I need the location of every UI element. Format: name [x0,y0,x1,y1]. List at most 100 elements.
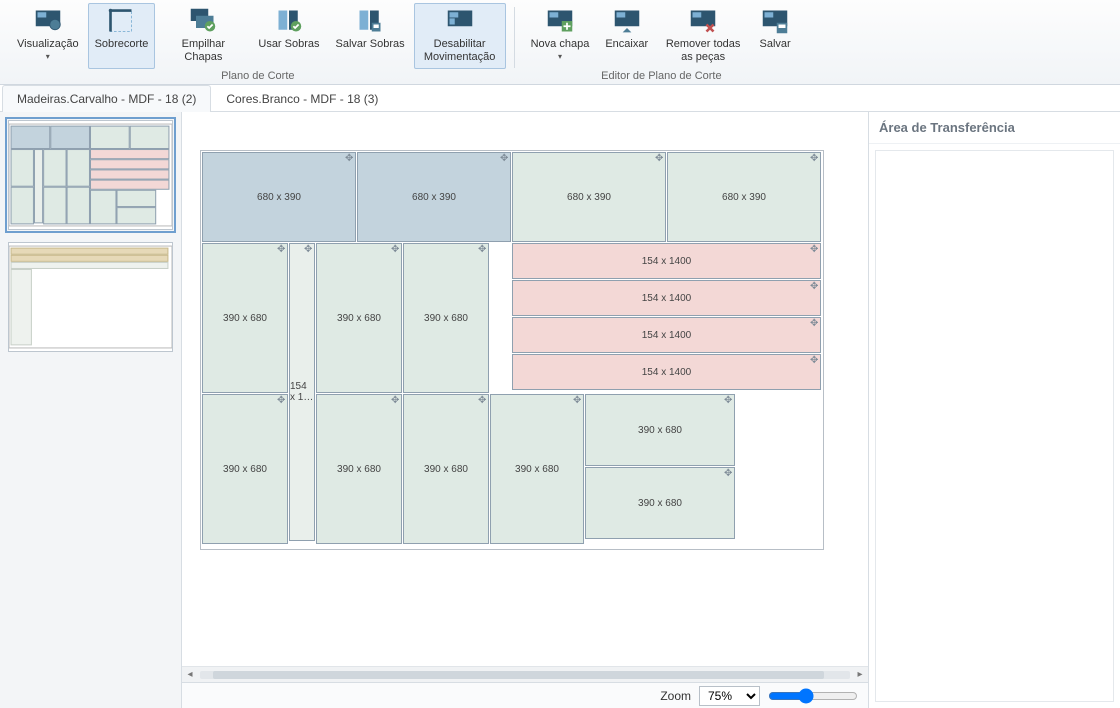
move-grip-icon[interactable]: ✥ [655,155,663,163]
cut-piece[interactable]: 390 x 680 ✥ [202,394,288,544]
piece-label: 154 x 1400 [642,367,692,378]
move-grip-icon[interactable]: ✥ [724,470,732,478]
desabilitar-label: Desabilitar Movimentação [421,38,499,63]
move-grip-icon[interactable]: ✥ [573,397,581,405]
move-grip-icon[interactable]: ✥ [810,320,818,328]
workspace: 680 x 390 ✥ 680 x 390 ✥ 680 x 390 ✥ 680 x 390 ✥… [0,112,1120,708]
canvas-area: 680 x 390 ✥ 680 x 390 ✥ 680 x 390 ✥ 680 x 390 ✥… [182,112,868,708]
visualizacao-label: Visualização [17,38,79,51]
cut-piece[interactable]: 154 x 1400 ✥ [512,280,821,316]
ribbon-group-plano: Visualização ▾ Sobrecorte Empilhar Chapa… [4,3,512,82]
move-grip-icon[interactable]: ✥ [810,155,818,163]
zoom-label: Zoom [660,689,691,703]
move-grip-icon[interactable]: ✥ [810,246,818,254]
zoom-select[interactable]: 50%75%100%150% [699,686,760,706]
scroll-right-icon[interactable]: ▸ [852,669,868,680]
cut-piece[interactable]: 680 x 390 ✥ [667,152,821,242]
ribbon-toolbar: Visualização ▾ Sobrecorte Empilhar Chapa… [0,0,1120,85]
piece-label: 680 x 390 [257,192,301,203]
piece-label: 154 x 1400 [642,293,692,304]
thumbnail-2[interactable] [8,242,173,352]
salvar-sobras-label: Salvar Sobras [336,38,405,51]
cut-piece[interactable]: 154 x 1400 ✥ [512,243,821,279]
scroll-thumb[interactable] [213,671,824,679]
usar-sobras-label: Usar Sobras [258,38,319,51]
transfer-area-body[interactable] [875,150,1114,702]
zoom-slider[interactable] [768,688,858,704]
move-grip-icon[interactable]: ✥ [277,397,285,405]
horizontal-scrollbar[interactable]: ◂ ▸ [182,666,868,682]
thumbnail-panel [0,112,182,708]
piece-label: 390 x 680 [337,464,381,475]
scroll-track[interactable] [200,671,850,679]
move-grip-icon[interactable]: ✥ [810,283,818,291]
move-grip-icon[interactable]: ✥ [478,246,486,254]
move-grip-icon[interactable]: ✥ [277,246,285,254]
piece-label: 390 x 680 [424,464,468,475]
move-grip-icon[interactable]: ✥ [724,397,732,405]
move-grip-icon[interactable]: ✥ [810,357,818,365]
transfer-area-title: Área de Transferência [869,112,1120,144]
move-grip-icon[interactable]: ✥ [478,397,486,405]
cut-piece[interactable]: 154 x 1400 ✥ [512,354,821,390]
desabilitar-mov-button[interactable]: Desabilitar Movimentação [414,3,506,69]
zoom-bar: Zoom 50%75%100%150% [182,682,868,708]
ribbon-group-plano-label: Plano de Corte [221,70,294,82]
piece-label: 390 x 680 [424,313,468,324]
cut-piece[interactable]: 390 x 680 ✥ [403,394,489,544]
tab-madeiras[interactable]: Madeiras.Carvalho - MDF - 18 (2) [2,85,211,112]
salvar-label: Salvar [760,38,791,51]
piece-label: 680 x 390 [567,192,611,203]
tab-cores[interactable]: Cores.Branco - MDF - 18 (3) [211,85,393,112]
cut-piece[interactable]: 390 x 680 ✥ [316,394,402,544]
visualizacao-button[interactable]: Visualização ▾ [10,3,86,69]
cut-piece[interactable]: 390 x 680 ✥ [202,243,288,393]
salvar-button[interactable]: Salvar [751,3,799,69]
cut-piece[interactable]: 390 x 680 ✥ [490,394,584,544]
move-grip-icon[interactable]: ✥ [391,397,399,405]
cut-piece[interactable]: 680 x 390 ✥ [202,152,356,242]
nova-chapa-button[interactable]: Nova chapa ▾ [524,3,597,69]
thumbnail-1[interactable] [8,120,173,230]
move-grip-icon[interactable]: ✥ [345,155,353,163]
cut-piece[interactable]: 680 x 390 ✥ [512,152,666,242]
empilhar-chapas-button[interactable]: Empilhar Chapas [157,3,249,69]
material-tabs: Madeiras.Carvalho - MDF - 18 (2) Cores.B… [0,85,1120,112]
piece-label: 390 x 680 [638,498,682,509]
usar-sobras-button[interactable]: Usar Sobras [251,3,326,69]
move-grip-icon[interactable]: ✥ [391,246,399,254]
piece-label: 390 x 680 [638,425,682,436]
ribbon-group-editor: Nova chapa ▾ Encaixar Remover todas as p… [518,3,806,82]
chevron-down-icon: ▾ [46,52,50,61]
sobrecorte-label: Sobrecorte [95,38,149,51]
piece-label: 154 x 1400 [642,256,692,267]
piece-label: 680 x 390 [722,192,766,203]
cutting-sheet[interactable]: 680 x 390 ✥ 680 x 390 ✥ 680 x 390 ✥ 680 x 390 ✥… [200,150,824,550]
cut-piece[interactable]: 680 x 390 ✥ [357,152,511,242]
remover-label: Remover todas as peças [664,38,742,63]
scroll-left-icon[interactable]: ◂ [182,669,198,680]
cut-piece[interactable]: 154 x 1400 ✥ [512,317,821,353]
piece-label: 390 x 680 [223,313,267,324]
cut-piece[interactable]: 390 x 680 ✥ [585,394,735,466]
move-grip-icon[interactable]: ✥ [500,155,508,163]
piece-label: 154 x 1400 [642,330,692,341]
canvas-scroll[interactable]: 680 x 390 ✥ 680 x 390 ✥ 680 x 390 ✥ 680 x 390 ✥… [182,112,868,666]
piece-label: 390 x 680 [223,464,267,475]
cut-piece[interactable]: 154 x 1… ✥ [289,243,315,541]
sobrecorte-button[interactable]: Sobrecorte [88,3,156,69]
transfer-area-panel: Área de Transferência [868,112,1120,708]
encaixar-label: Encaixar [605,38,648,51]
move-grip-icon[interactable]: ✥ [304,246,312,254]
remover-button[interactable]: Remover todas as peças [657,3,749,69]
salvar-sobras-button[interactable]: Salvar Sobras [329,3,412,69]
cut-piece[interactable]: 390 x 680 ✥ [585,467,735,539]
piece-label: 154 x 1… [290,381,314,403]
piece-label: 680 x 390 [412,192,456,203]
empilhar-label: Empilhar Chapas [164,38,242,63]
encaixar-button[interactable]: Encaixar [598,3,655,69]
cut-piece[interactable]: 390 x 680 ✥ [316,243,402,393]
piece-label: 390 x 680 [337,313,381,324]
cut-piece[interactable]: 390 x 680 ✥ [403,243,489,393]
piece-label: 390 x 680 [515,464,559,475]
